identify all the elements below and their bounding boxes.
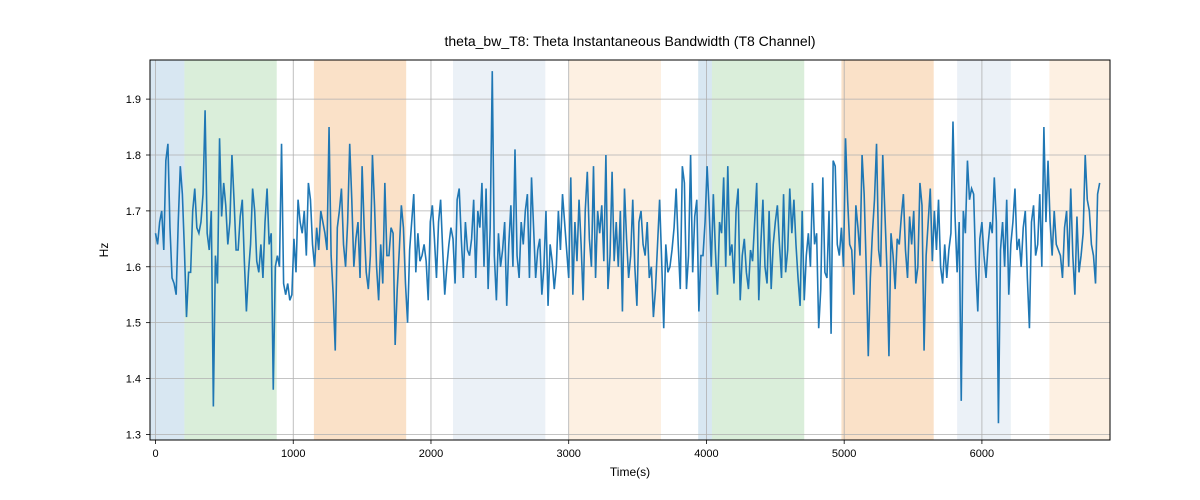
x-tick-label: 5000: [832, 448, 856, 460]
x-axis-label: Time(s): [610, 465, 650, 479]
y-tick-label: 1.6: [126, 262, 141, 274]
x-tick-label: 1000: [281, 448, 305, 460]
chart-container: 0 1000 2000 3000 4000 5000 6000 1.3 1.4 1.5 1.6 1.…: [0, 0, 1200, 500]
x-tick-label: 3000: [556, 448, 580, 460]
x-tick-label: 0: [152, 448, 158, 460]
y-tick-label: 1.5: [126, 318, 141, 330]
chart-title: theta_bw_T8: Theta Instantaneous Bandwid…: [445, 33, 816, 49]
y-tick-label: 1.3: [126, 429, 141, 441]
line-chart: 0 1000 2000 3000 4000 5000 6000 1.3 1.4 1.5 1.6 1.…: [0, 0, 1200, 500]
x-tick-label: 6000: [970, 448, 994, 460]
y-tick-label: 1.8: [126, 150, 141, 162]
shaded-region: [184, 60, 276, 440]
y-tick-label: 1.7: [126, 206, 141, 218]
x-tick-label: 4000: [694, 448, 718, 460]
y-axis-label: Hz: [97, 243, 111, 258]
x-tick-label: 2000: [419, 448, 443, 460]
y-tick-label: 1.4: [126, 374, 141, 386]
y-tick-label: 1.9: [126, 94, 141, 106]
